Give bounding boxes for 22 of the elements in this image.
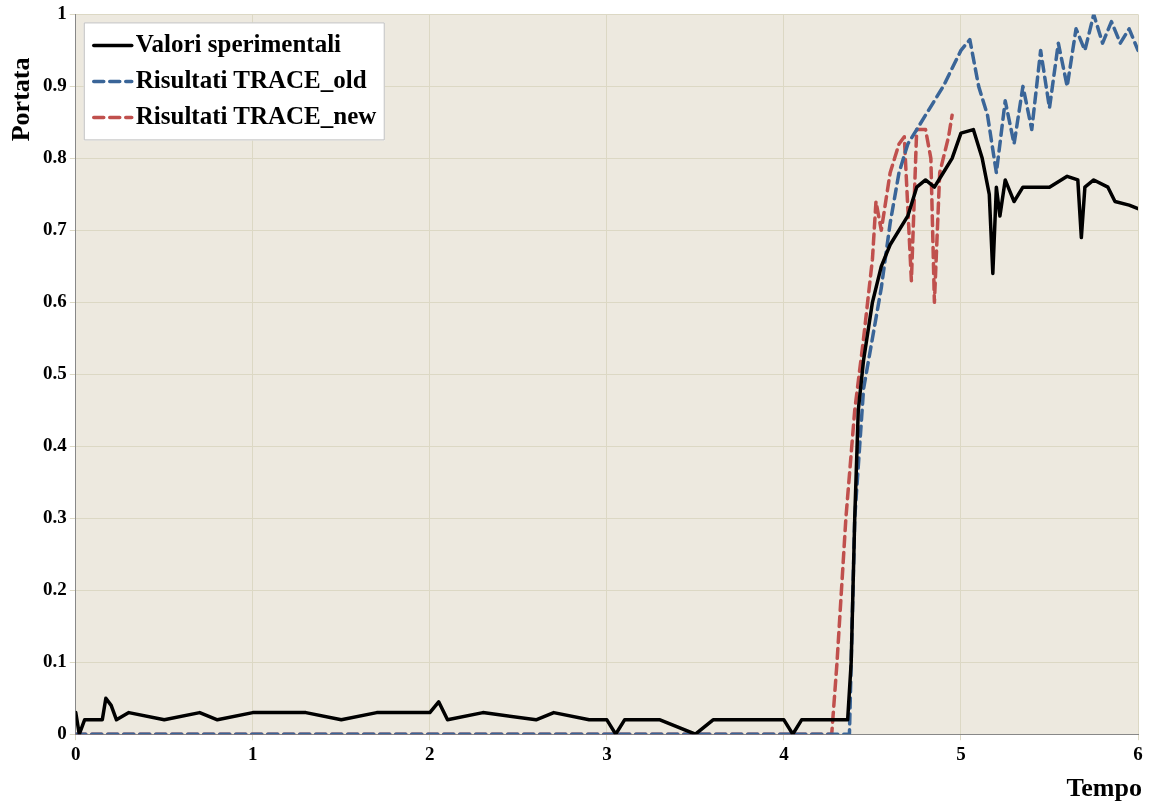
x-tick-label: 5: [956, 742, 966, 764]
y-tick-label: 0.9: [43, 74, 67, 96]
y-tick-label: 0.6: [43, 290, 67, 312]
y-tick-label: 0.2: [43, 578, 67, 600]
legend-label: Risultati TRACE_old: [135, 65, 367, 93]
y-tick-label: 0.1: [43, 650, 67, 672]
y-tick-label: 0.5: [43, 362, 67, 384]
y-tick-label: 0.7: [43, 218, 68, 240]
x-tick-label: 2: [425, 742, 435, 764]
legend-label: Valori sperimentali: [135, 29, 342, 57]
y-tick-label: 0.3: [43, 506, 67, 528]
y-tick-label: 0.8: [43, 146, 67, 168]
y-tick-label: 0: [57, 722, 67, 744]
legend-label: Risultati TRACE_new: [135, 101, 377, 129]
y-tick-label: 0.4: [43, 434, 68, 456]
x-tick-label: 4: [779, 742, 790, 764]
x-tick-label: 6: [1133, 742, 1143, 764]
y-axis-title: Portata: [5, 57, 35, 142]
y-tick-label: 1: [57, 2, 67, 24]
x-tick-label: 1: [248, 742, 258, 764]
x-axis-title: Tempo: [1066, 772, 1142, 802]
x-tick-label: 3: [602, 742, 612, 764]
